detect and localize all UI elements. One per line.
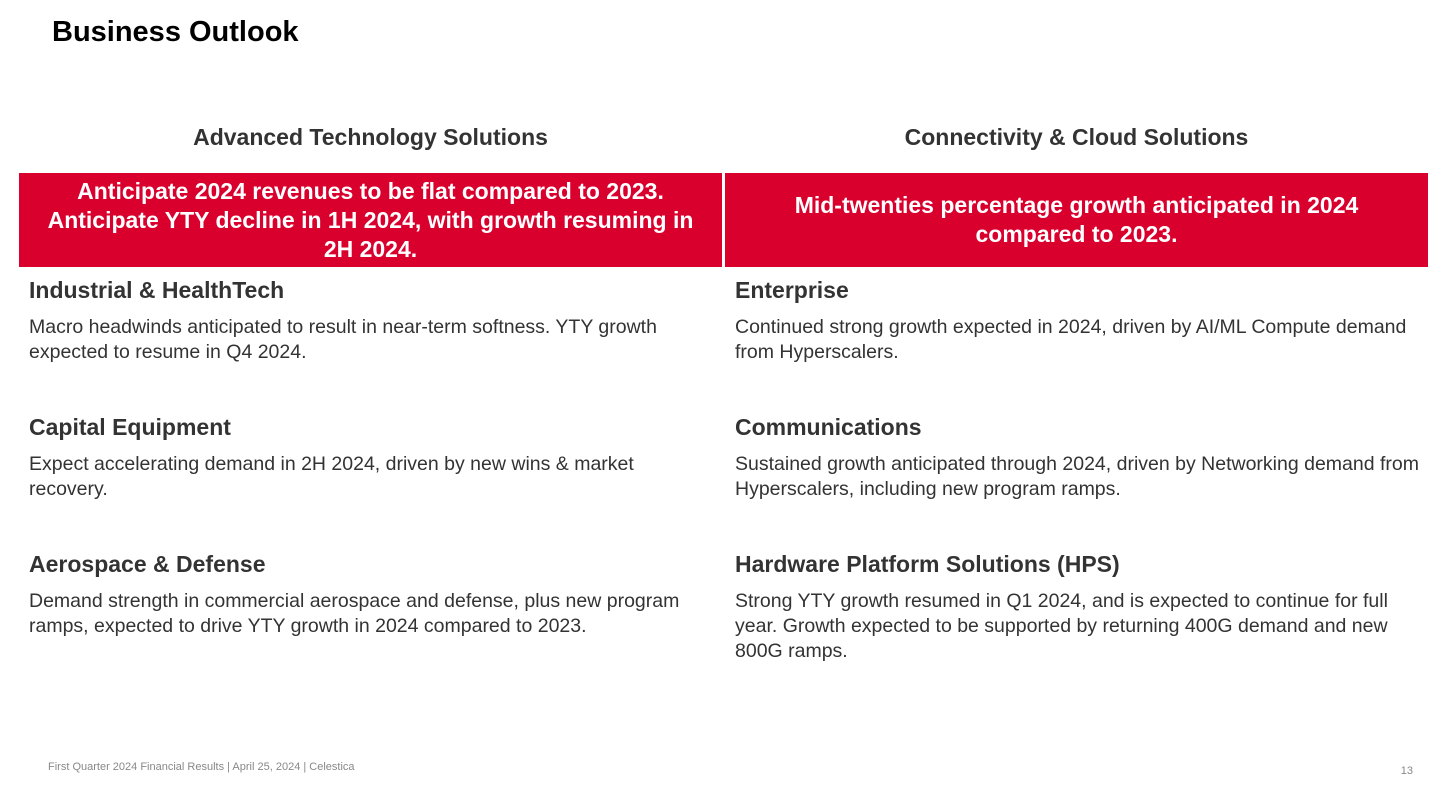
footer-text: First Quarter 2024 Financial Results | A…	[48, 761, 355, 773]
segment-description: Strong YTY growth resumed in Q1 2024, an…	[735, 590, 1388, 662]
ats-heading: Advanced Technology Solutions	[193, 124, 548, 150]
segment-description: Expect accelerating demand in 2H 2024, d…	[29, 453, 634, 500]
page-title: Business Outlook	[52, 16, 299, 48]
segment-aerospace-defense: Aerospace & Defense Demand strength in c…	[29, 549, 714, 678]
segment-capital-equipment: Capital Equipment Expect accelerating de…	[29, 412, 714, 541]
segment-description: Continued strong growth expected in 2024…	[735, 316, 1407, 363]
ats-column: Advanced Technology Solutions Anticipate…	[19, 120, 722, 678]
ccs-heading: Connectivity & Cloud Solutions	[904, 124, 1249, 150]
segment-name: Aerospace & Defense	[29, 551, 266, 577]
ccs-outlook-banner: Mid-twenties percentage growth anticipat…	[725, 173, 1428, 267]
page-number: 13	[1400, 765, 1413, 777]
segment-name: Capital Equipment	[29, 414, 231, 440]
segment-name: Communications	[735, 414, 922, 440]
segment-name: Industrial & HealthTech	[29, 277, 285, 303]
segment-description: Demand strength in commercial aerospace …	[29, 590, 680, 637]
segment-hps: Hardware Platform Solutions (HPS) Strong…	[735, 549, 1420, 678]
segment-description: Sustained growth anticipated through 202…	[735, 453, 1419, 500]
ats-outlook-banner: Anticipate 2024 revenues to be flat comp…	[19, 173, 722, 267]
segment-name: Enterprise	[735, 277, 849, 303]
segment-communications: Communications Sustained growth anticipa…	[735, 412, 1420, 541]
segment-enterprise: Enterprise Continued strong growth expec…	[735, 275, 1420, 404]
segment-industrial-healthtech: Industrial & HealthTech Macro headwinds …	[29, 275, 714, 404]
segment-name: Hardware Platform Solutions (HPS)	[735, 551, 1120, 577]
segment-description: Macro headwinds anticipated to result in…	[29, 316, 657, 363]
ccs-column: Connectivity & Cloud Solutions Mid-twent…	[725, 120, 1428, 678]
